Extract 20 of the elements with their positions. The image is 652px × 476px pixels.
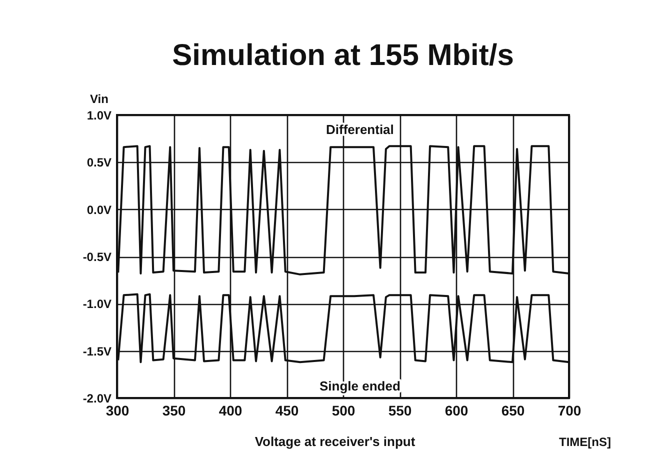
x-tick-label: 500 <box>332 402 356 418</box>
y-tick-label: -1.5V <box>82 344 112 358</box>
x-tick-label: 550 <box>388 402 412 418</box>
y-tick-label: 1.0V <box>86 108 112 122</box>
chart-title: Simulation at 155 Mbit/s <box>172 39 514 72</box>
y-tick-label: 0.0V <box>86 202 112 217</box>
x-tick-label: 650 <box>501 402 525 418</box>
x-tick-label: 300 <box>106 402 130 418</box>
x-tick-label: 350 <box>162 402 186 418</box>
x-tick-label: 450 <box>275 402 299 418</box>
x-axis-title: TIME[nS] <box>559 435 611 449</box>
y-tick-label: -1.0V <box>82 297 112 312</box>
text: Voltage at receiver's input <box>254 434 416 449</box>
y-axis-title: Vin <box>90 92 108 106</box>
x-tick-label: 400 <box>218 402 242 418</box>
y-tick-label: 0.5V <box>86 156 112 170</box>
x-tick-label: 600 <box>444 402 468 418</box>
y-tick-label: -2.0V <box>82 392 112 406</box>
x-tick-label: 700 <box>558 402 582 418</box>
y-tick-label: -0.5V <box>82 250 112 264</box>
